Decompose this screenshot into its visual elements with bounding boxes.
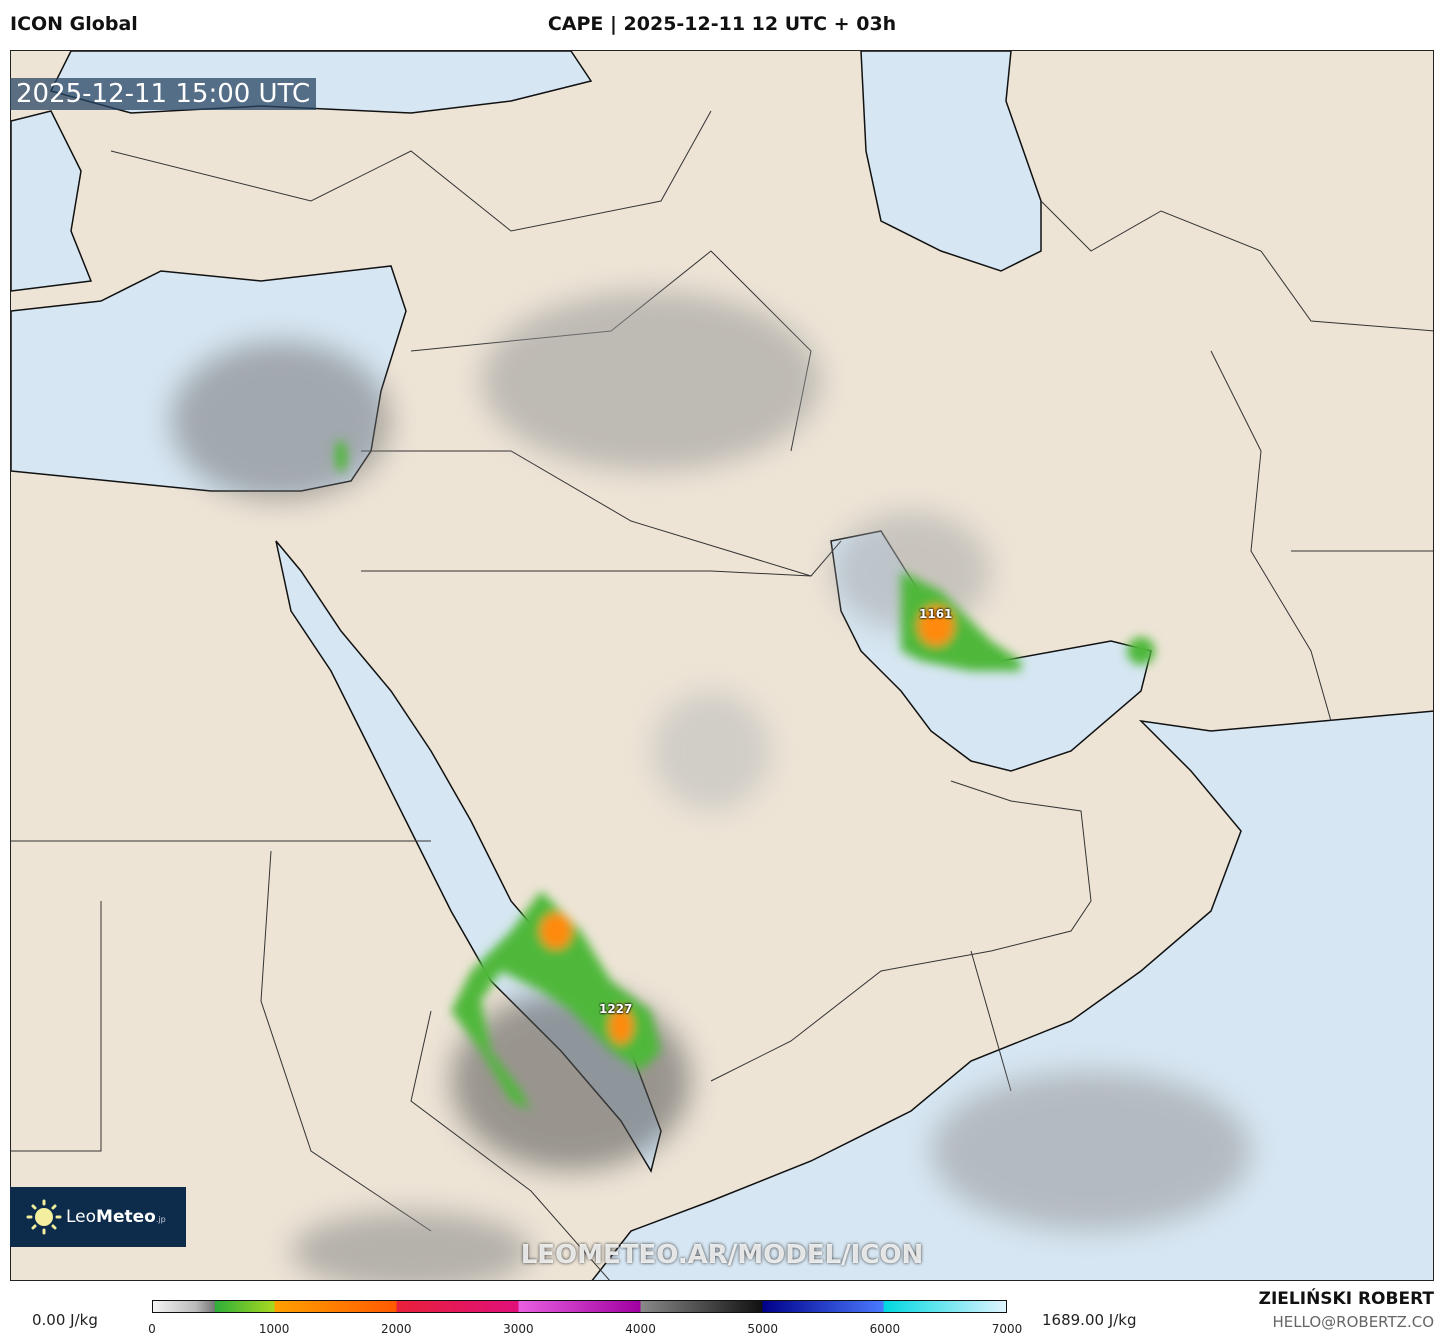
colorbar-tick: 5000 <box>747 1322 778 1336</box>
cape-green-levant <box>335 440 347 472</box>
aegean-sea <box>11 110 93 292</box>
cloud-iraq <box>481 291 821 471</box>
cape-orange-yemen-s <box>609 1008 633 1044</box>
country-borders <box>11 110 1433 1280</box>
logo-suffix: .jp <box>155 1215 166 1224</box>
sun-icon <box>26 1199 62 1235</box>
legend-min: 0.00 J/kg <box>32 1311 98 1329</box>
cloud-yemen <box>451 991 691 1171</box>
watermark: LEOMETEO.AR/MODEL/ICON <box>520 1240 924 1270</box>
cape-max-label: 1227 <box>599 1002 633 1016</box>
cloud-arabia <box>651 691 771 811</box>
colorbar-tick: 6000 <box>869 1322 901 1336</box>
cape-field <box>171 291 1251 1280</box>
legend-max: 1689.00 J/kg <box>1042 1311 1137 1329</box>
cloud-arabian-sea <box>931 1071 1251 1231</box>
cape-green-zagros <box>901 571 1021 671</box>
logo-text-light: Leo <box>66 1207 97 1227</box>
cloud-horn <box>291 1211 531 1280</box>
cape-max-label: 1161 <box>919 607 953 621</box>
logo-text-bold: Meteo <box>96 1207 156 1227</box>
seas <box>11 51 1433 1280</box>
model-name: ICON Global <box>10 13 138 35</box>
cape-orange-zagros <box>918 606 954 646</box>
valid-time: 2025-12-11 15:00 UTC <box>10 78 317 110</box>
weather-map[interactable]: 1161 1227 <box>10 50 1434 1281</box>
colorbar-tick: 0 <box>148 1322 156 1336</box>
cape-green-oman <box>1127 637 1155 665</box>
leometeo-logo: LeoMeteo.jp <box>10 1187 186 1247</box>
cape-green-yemen <box>451 891 661 1111</box>
colorbar-tick: 7000 <box>991 1322 1023 1336</box>
colorbar-tick: 2000 <box>381 1322 412 1336</box>
map-title: CAPE | 2025-12-11 12 UTC + 03h <box>547 13 897 35</box>
colorbar-tick: 1000 <box>258 1322 290 1336</box>
caspian-sea <box>860 51 1042 272</box>
logo-text: LeoMeteo.jp <box>66 1207 166 1227</box>
colorbar-tick: 3000 <box>503 1322 534 1336</box>
colorbar <box>152 1300 1007 1313</box>
cloud-med <box>171 341 391 501</box>
cape-orange-yemen-n <box>540 913 572 949</box>
author: ZIELIŃSKI ROBERT <box>1258 1289 1434 1309</box>
map-canvas <box>11 51 1433 1280</box>
colorbar-tick: 4000 <box>625 1322 656 1336</box>
author-email: HELLO@ROBERTZ.CO <box>1272 1313 1434 1331</box>
